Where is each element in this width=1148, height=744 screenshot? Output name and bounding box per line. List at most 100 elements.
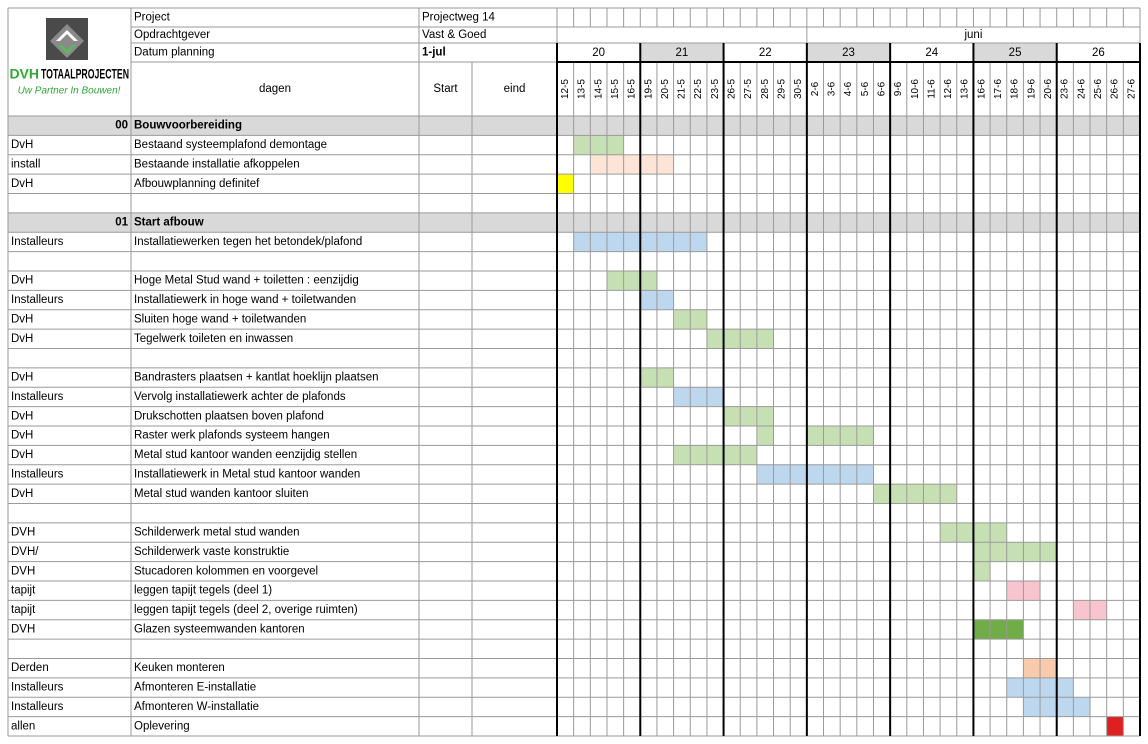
schedule-bar: [557, 174, 574, 194]
week-number: 22: [759, 47, 772, 59]
section-title: Bouwvoorbereiding: [134, 120, 242, 132]
week-shade: [640, 43, 724, 62]
day-label: 9-6: [893, 81, 904, 96]
row-owner: DVH: [11, 565, 35, 577]
column-header: Start: [433, 83, 458, 95]
row-owner: DvH: [11, 449, 33, 461]
day-label: 30-5: [793, 79, 804, 99]
day-label: 12-5: [560, 79, 571, 99]
row-owner: DvH: [11, 313, 33, 325]
row-owner: DvH: [11, 410, 33, 422]
row-owner: Installeurs: [11, 294, 64, 306]
row-task: Metal stud wanden kantoor sluiten: [134, 488, 309, 500]
row-task: Hoge Metal Stud wand + toiletten : eenzi…: [134, 275, 359, 287]
schedule-bar: [673, 387, 724, 407]
day-label: 23-6: [1060, 79, 1071, 99]
logo-chevron: [56, 30, 78, 41]
row-task: Glazen systeemwanden kantoren: [134, 623, 305, 635]
day-label: 23-5: [710, 79, 721, 99]
row-task: Keuken monteren: [134, 662, 225, 674]
row-owner: Installeurs: [11, 682, 64, 694]
row-owner: install: [11, 158, 40, 170]
week-shade: [973, 43, 1057, 62]
section-number: 00: [115, 120, 128, 132]
day-label: 26-6: [1110, 79, 1121, 99]
week-number: 25: [1009, 47, 1022, 59]
schedule-bar: [873, 484, 957, 504]
row-task: Vervolg installatiewerk achter de plafon…: [134, 391, 346, 403]
day-label: 29-5: [777, 79, 788, 99]
column-header: eind: [504, 83, 526, 95]
row-task: Afmonteren E-installatie: [134, 682, 256, 694]
day-label: 19-5: [643, 79, 654, 99]
day-label: 16-5: [627, 79, 638, 99]
month-label: juni: [963, 29, 982, 41]
day-label: 15-5: [610, 79, 621, 99]
row-task: Bestaand systeemplafond demontage: [134, 139, 327, 151]
row-task: Afmonteren W-installatie: [134, 701, 259, 713]
row-owner: DvH: [11, 488, 33, 500]
row-task: Raster werk plafonds systeem hangen: [134, 430, 330, 442]
schedule-bar: [973, 619, 1024, 640]
day-label: 16-6: [976, 79, 987, 99]
row-task: Bestaande installatie afkoppelen: [134, 158, 300, 170]
schedule-bar: [590, 154, 674, 175]
day-label: 4-6: [843, 81, 854, 96]
row-task: Afbouwplanning definitef: [134, 178, 260, 190]
row-owner: DvH: [11, 333, 33, 345]
day-label: 6-6: [876, 81, 887, 96]
row-task: Schilderwerk vaste konstruktie: [134, 546, 289, 558]
day-label: 20-5: [660, 79, 671, 99]
schedule-bar: [973, 542, 1057, 562]
day-label: 26-5: [727, 79, 738, 99]
logo-title: TOTAALPROJECTEN: [41, 66, 129, 82]
day-label: 14-5: [593, 79, 604, 99]
row-task: Metal stud kantoor wanden eenzijdig stel…: [134, 449, 357, 461]
day-label: 18-6: [1010, 79, 1021, 99]
row-owner: DvH: [11, 178, 33, 190]
week-number: 24: [925, 47, 938, 59]
week-shade: [806, 43, 891, 62]
section-number: 01: [115, 217, 128, 229]
day-label: 11-6: [926, 79, 937, 99]
day-label: 5-6: [860, 81, 871, 96]
row-owner: tapijt: [11, 585, 36, 597]
schedule-bar: [1106, 716, 1124, 736]
row-owner: DvH: [11, 372, 33, 384]
logo-slogan: Uw Partner In Bouwen!: [18, 86, 121, 97]
day-label: 28-5: [760, 79, 771, 99]
row-task: leggen tapijt tegels (deel 2, overige ru…: [134, 604, 358, 616]
row-owner: tapijt: [11, 604, 36, 616]
row-task: leggen tapijt tegels (deel 1): [134, 585, 272, 597]
row-owner: DVH: [11, 527, 35, 539]
schedule-bar: [606, 271, 657, 291]
column-header: dagen: [259, 83, 291, 95]
row-owner: DVH/: [11, 546, 39, 558]
day-label: 17-6: [993, 79, 1004, 99]
day-label: 10-6: [910, 79, 921, 99]
row-owner: DVH: [11, 623, 35, 635]
schedule-bar: [756, 426, 774, 446]
row-task: Stucadoren kolommen en voorgevel: [134, 565, 318, 577]
row-owner: Derden: [11, 662, 49, 674]
day-label: 19-6: [1026, 79, 1037, 99]
logo-diamond: [50, 24, 84, 58]
week-number: 26: [1092, 47, 1105, 59]
header-value: Vast & Goed: [422, 29, 486, 41]
week-number: 23: [842, 47, 855, 59]
logo: DVH TOTAALPROJECTEN Uw Partner In Bouwen…: [9, 18, 129, 97]
day-label: 21-5: [677, 79, 688, 99]
section-title: Start afbouw: [134, 217, 204, 229]
week-number: 21: [676, 47, 689, 59]
header-value: Projectweg 14: [422, 12, 495, 24]
schedule-bar: [573, 135, 624, 155]
row-task: Tegelwerk toileten en inwassen: [134, 333, 293, 345]
week-number: 20: [592, 47, 605, 59]
row-task: Installatiewerken tegen het betondek/pla…: [134, 236, 362, 248]
day-label: 13-5: [577, 79, 588, 99]
row-task: Sluiten hoge wand + toiletwanden: [134, 313, 306, 325]
row-owner: Installeurs: [11, 701, 64, 713]
day-label: 12-6: [943, 79, 954, 99]
row-task: Installatiewerk in Metal stud kantoor wa…: [134, 468, 360, 480]
row-task: Schilderwerk metal stud wanden: [134, 527, 300, 539]
